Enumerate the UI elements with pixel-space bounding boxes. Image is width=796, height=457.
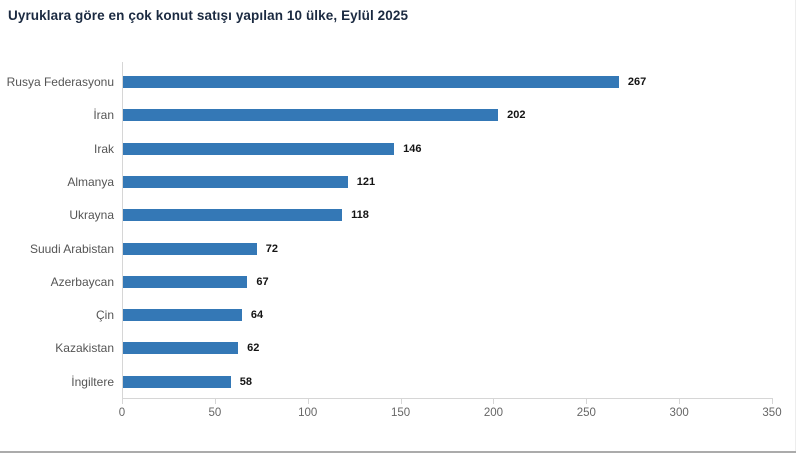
bar[interactable] [123,309,242,322]
category-label: Rusya Federasyonu [6,75,114,90]
x-tick-mark [400,398,402,404]
x-tick-label: 100 [298,407,318,419]
value-label: 58 [239,375,252,388]
x-tick-label: 200 [483,407,504,419]
value-label: 62 [247,342,260,355]
x-tick-label: 350 [762,407,782,419]
category-label: İngiltere [71,374,114,389]
bar[interactable] [123,275,248,288]
chart-title: Uyruklara göre en çok konut satışı yapıl… [8,8,409,23]
bar[interactable] [123,175,348,188]
category-label: Suudi Arabistan [29,241,114,256]
bar[interactable] [123,209,343,222]
x-tick-mark [307,398,309,404]
bar-row: 72 [123,232,783,265]
x-tick-mark [679,398,681,404]
x-tick-label: 300 [669,407,689,419]
bar-row: 202 [123,99,783,132]
bar[interactable] [123,242,257,255]
bar-row: 67 [123,265,783,298]
value-label: 72 [265,242,278,255]
category-label: Ukrayna [69,208,114,223]
bar[interactable] [123,76,619,89]
value-label: 64 [250,309,264,322]
x-tick-label: 150 [390,407,411,419]
category-label: Almanya [67,174,114,189]
bar[interactable] [123,142,395,155]
category-label: İran [93,108,114,123]
bar-row: 267 [123,65,783,98]
bar-row: 146 [123,132,783,165]
x-tick-mark [772,398,773,404]
value-label: 67 [256,275,269,288]
value-label: 267 [627,76,647,89]
y-axis-line [122,62,123,398]
bar-row: 121 [123,165,783,198]
bar[interactable] [123,375,231,388]
value-label: 146 [403,142,422,155]
x-tick-label: 50 [208,407,222,419]
value-label: 121 [356,175,376,188]
category-label: Irak [93,141,114,156]
bar-row: 118 [123,199,783,232]
container-bottom-border [0,451,796,453]
x-tick-mark [122,398,123,404]
bar-row: 58 [123,365,783,398]
x-tick-label: 250 [576,407,596,419]
x-tick-mark [214,398,216,404]
x-tick-mark [586,398,588,404]
bar[interactable] [123,109,499,122]
value-label: 118 [351,209,369,222]
x-tick-mark [493,398,495,404]
category-label: Azerbaycan [50,274,114,289]
category-label: Kazakistan [55,341,114,356]
value-label: 202 [507,109,526,122]
bar[interactable] [123,342,239,355]
x-tick-label: 0 [118,407,126,419]
category-label: Çin [95,308,114,323]
bar-row: 62 [123,332,783,365]
x-axis-line [122,398,773,399]
bar-row: 64 [123,299,783,332]
